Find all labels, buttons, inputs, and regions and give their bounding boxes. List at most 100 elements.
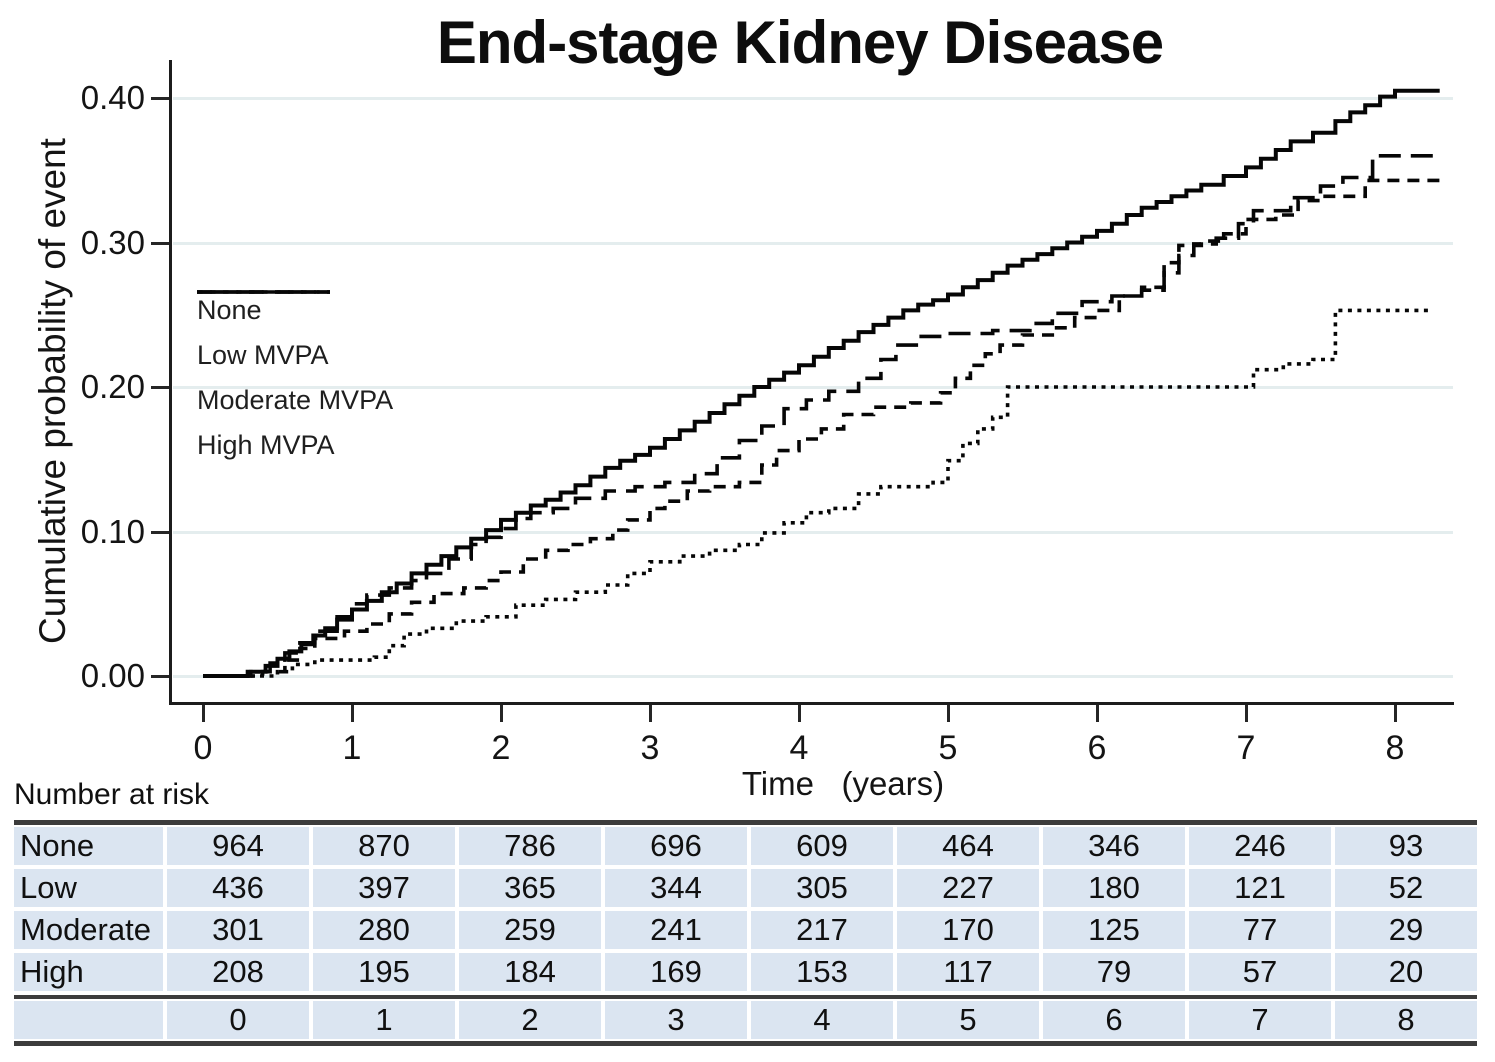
y-tick-label-0.10: 0.10 bbox=[80, 512, 145, 550]
count-none-year-8: 93 bbox=[1335, 827, 1477, 865]
x-tick-label-6: 6 bbox=[1087, 729, 1107, 767]
count-moderate-year-3: 241 bbox=[605, 911, 747, 949]
count-low-year-3: 344 bbox=[605, 869, 747, 907]
count-low-year-5: 227 bbox=[897, 869, 1039, 907]
row-label: Moderate bbox=[14, 911, 163, 949]
curve-moderate-mvpa bbox=[203, 178, 1440, 678]
count-none-year-1: 870 bbox=[313, 827, 455, 865]
y-tick-0.00 bbox=[151, 675, 171, 678]
count-none-year-0: 964 bbox=[167, 827, 309, 865]
x-tick-label-7: 7 bbox=[1236, 729, 1256, 767]
count-none-year-6: 346 bbox=[1043, 827, 1185, 865]
curve-high-mvpa bbox=[203, 308, 1433, 678]
row-label: Low bbox=[14, 869, 163, 907]
count-moderate-year-7: 77 bbox=[1189, 911, 1331, 949]
count-moderate-year-5: 170 bbox=[897, 911, 1039, 949]
count-moderate-year-6: 125 bbox=[1043, 911, 1185, 949]
x-tick-label-4: 4 bbox=[789, 729, 809, 767]
y-tick-0.30 bbox=[151, 241, 171, 245]
row-label: None bbox=[14, 827, 163, 865]
table-row-moderate: Moderate 301 280 259 241 217 170 125 77 29 bbox=[14, 911, 1477, 949]
legend-item-high-mvpa: High MVPA bbox=[197, 290, 393, 468]
x-tick-label-8: 8 bbox=[1385, 729, 1405, 767]
x-tick-label-1: 1 bbox=[342, 729, 362, 767]
y-tick-0.20 bbox=[151, 386, 171, 389]
x-tick-label-3: 3 bbox=[640, 729, 660, 767]
x-tick-6 bbox=[1096, 705, 1099, 722]
gridline-0.30 bbox=[173, 241, 1453, 245]
legend-label: Low MVPA bbox=[197, 340, 329, 370]
legend-line-dot-icon bbox=[197, 290, 330, 294]
count-high-year-2: 184 bbox=[459, 953, 601, 991]
x-tick-3 bbox=[649, 705, 652, 722]
count-low-year-8: 52 bbox=[1335, 869, 1477, 907]
gridline-0.40 bbox=[173, 97, 1453, 100]
count-none-year-3: 696 bbox=[605, 827, 747, 865]
y-tick-0.40 bbox=[151, 97, 171, 100]
x-tick-label-5: 5 bbox=[938, 729, 958, 767]
count-low-year-7: 121 bbox=[1189, 869, 1331, 907]
legend-item-moderate-mvpa: Moderate MVPA bbox=[197, 290, 394, 423]
legend: None Low MVPA Moderate MVPA High MVPA bbox=[197, 288, 393, 468]
y-tick-0.10 bbox=[151, 530, 171, 534]
count-high-year-6: 79 bbox=[1043, 953, 1185, 991]
count-low-year-2: 365 bbox=[459, 869, 601, 907]
count-moderate-year-0: 301 bbox=[167, 911, 309, 949]
legend-label: High MVPA bbox=[197, 430, 335, 460]
x-tick-0 bbox=[202, 705, 205, 722]
x-tick-label-0: 0 bbox=[193, 729, 213, 767]
year-label-5: 5 bbox=[897, 1001, 1039, 1039]
x-tick-5 bbox=[947, 705, 950, 722]
count-moderate-year-1: 280 bbox=[313, 911, 455, 949]
table-row-none: None 964 870 786 696 609 464 346 246 93 bbox=[14, 827, 1477, 865]
gridline-0.00 bbox=[173, 675, 1453, 678]
count-moderate-year-4: 217 bbox=[751, 911, 893, 949]
year-label-8: 8 bbox=[1335, 1001, 1477, 1039]
table-row-high: High 208 195 184 169 153 117 79 57 20 bbox=[14, 953, 1477, 991]
y-axis-title: Cumulative probability of event bbox=[32, 138, 73, 644]
y-tick-label-0.30: 0.30 bbox=[80, 223, 145, 261]
x-tick-8 bbox=[1394, 705, 1397, 722]
chart-title: End-stage Kidney Disease bbox=[436, 9, 1164, 76]
risk-table: None 964 870 786 696 609 464 346 246 93 Low 436 397 3… bbox=[14, 820, 1477, 1046]
count-low-year-4: 305 bbox=[751, 869, 893, 907]
count-none-year-5: 464 bbox=[897, 827, 1039, 865]
y-tick-label-0.00: 0.00 bbox=[80, 657, 145, 694]
x-tick-7 bbox=[1245, 705, 1248, 722]
y-axis-line bbox=[169, 60, 172, 705]
count-none-year-2: 786 bbox=[459, 827, 601, 865]
x-axis-title: Time (years) bbox=[741, 765, 945, 802]
curve-low-mvpa bbox=[203, 154, 1440, 678]
legend-label: Moderate MVPA bbox=[197, 385, 394, 415]
count-low-year-1: 397 bbox=[313, 869, 455, 907]
count-high-year-5: 117 bbox=[897, 953, 1039, 991]
year-label-2: 2 bbox=[459, 1001, 601, 1039]
count-moderate-year-8: 29 bbox=[1335, 911, 1477, 949]
year-label-6: 6 bbox=[1043, 1001, 1185, 1039]
plot-area: 0.40 0.30 0.20 0.10 0.00 0 1 2 3 4 5 6 7 8 bbox=[80, 79, 1453, 767]
x-tick-2 bbox=[500, 705, 503, 722]
count-high-year-1: 195 bbox=[313, 953, 455, 991]
gridline-0.10 bbox=[173, 530, 1453, 534]
count-high-year-7: 57 bbox=[1189, 953, 1331, 991]
count-low-year-6: 180 bbox=[1043, 869, 1185, 907]
year-label-7: 7 bbox=[1189, 1001, 1331, 1039]
count-low-year-0: 436 bbox=[167, 869, 309, 907]
table-separator-line bbox=[14, 995, 1477, 999]
year-row-spacer bbox=[14, 1001, 163, 1039]
year-label-4: 4 bbox=[751, 1001, 893, 1039]
legend-line-long-dash-icon bbox=[197, 290, 330, 294]
count-high-year-8: 20 bbox=[1335, 953, 1477, 991]
y-tick-label-0.40: 0.40 bbox=[80, 79, 145, 116]
year-label-3: 3 bbox=[605, 1001, 747, 1039]
row-label: High bbox=[14, 953, 163, 991]
number-at-risk-caption: Number at risk bbox=[14, 778, 210, 811]
table-row-low: Low 436 397 365 344 305 227 180 121 52 bbox=[14, 869, 1477, 907]
gridline-0.20 bbox=[173, 386, 1453, 389]
legend-label: None bbox=[197, 295, 262, 325]
count-high-year-3: 169 bbox=[605, 953, 747, 991]
x-axis-line bbox=[169, 702, 1454, 705]
